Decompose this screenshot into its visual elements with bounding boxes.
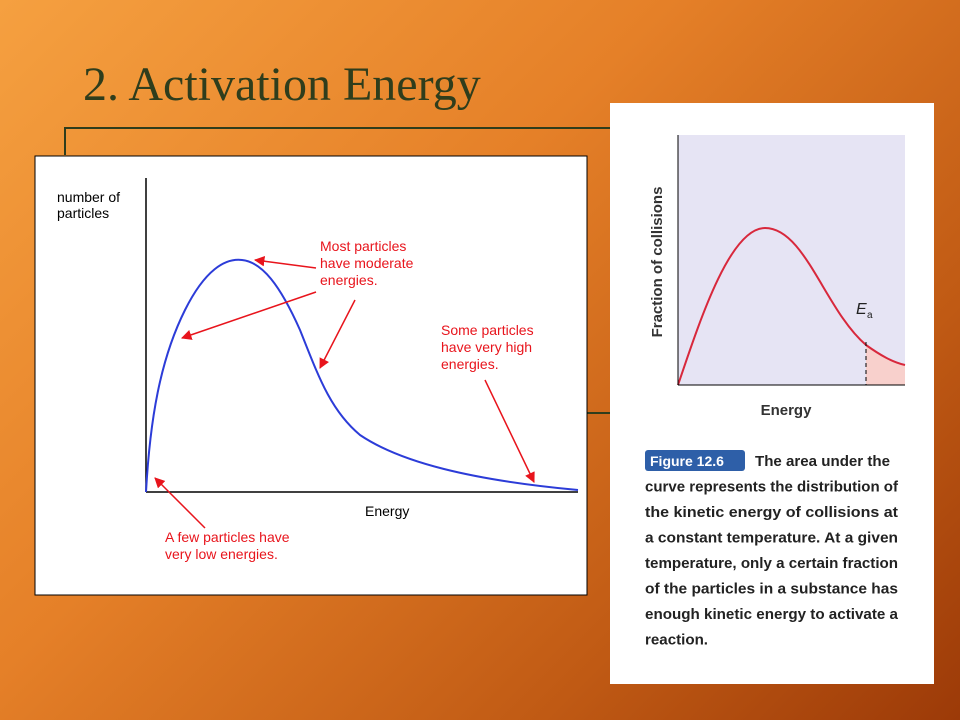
- caption-line: curve represents the distribution of: [645, 480, 898, 496]
- caption-line: a constant temperature. At a given: [645, 531, 898, 547]
- caption-line: temperature, only a certain fraction: [645, 556, 898, 572]
- figure-badge: [645, 450, 745, 471]
- figure-number: Figure 12.6: [650, 453, 724, 469]
- caption-line: of the particles in a substance has: [645, 582, 898, 598]
- annotation: energies.: [320, 272, 378, 288]
- threshold-subscript: a: [867, 310, 873, 321]
- decor-line: [64, 127, 612, 155]
- caption-line: The area under the: [755, 454, 890, 470]
- distribution-curve: [677, 226, 906, 386]
- caption-line: the kinetic energy of collisions at: [645, 505, 898, 521]
- plot-area: [678, 135, 905, 385]
- axis-label: particles: [57, 205, 109, 221]
- caption-line: reaction.: [645, 633, 708, 649]
- annotation: energies.: [441, 356, 499, 372]
- annotation: Some particles: [441, 322, 534, 338]
- axis-label: Energy: [761, 402, 813, 419]
- axis-label: Energy: [365, 503, 409, 519]
- distribution-curve: [145, 258, 579, 493]
- shaded-area: [866, 345, 905, 385]
- annotations: Most particles have moderate energies. S…: [165, 238, 534, 562]
- left-figure: [34, 155, 588, 596]
- threshold-label: E: [856, 301, 867, 318]
- caption: The area under the curve represents the d…: [645, 454, 899, 649]
- annotation: have moderate: [320, 255, 414, 271]
- axis-label: Fraction of collisions: [649, 187, 666, 338]
- left-y-label: number of particles: [57, 189, 120, 221]
- annotation: A few particles have: [165, 529, 290, 545]
- annotation-arrows: [154, 256, 535, 529]
- axis-label: number of: [57, 189, 120, 205]
- slide-title: 2. Activation Energy: [83, 58, 481, 111]
- annotation: have very high: [441, 339, 532, 355]
- annotation: Most particles: [320, 238, 406, 254]
- caption-line: enough kinetic energy to activate a: [645, 607, 899, 623]
- annotation: very low energies.: [165, 546, 278, 562]
